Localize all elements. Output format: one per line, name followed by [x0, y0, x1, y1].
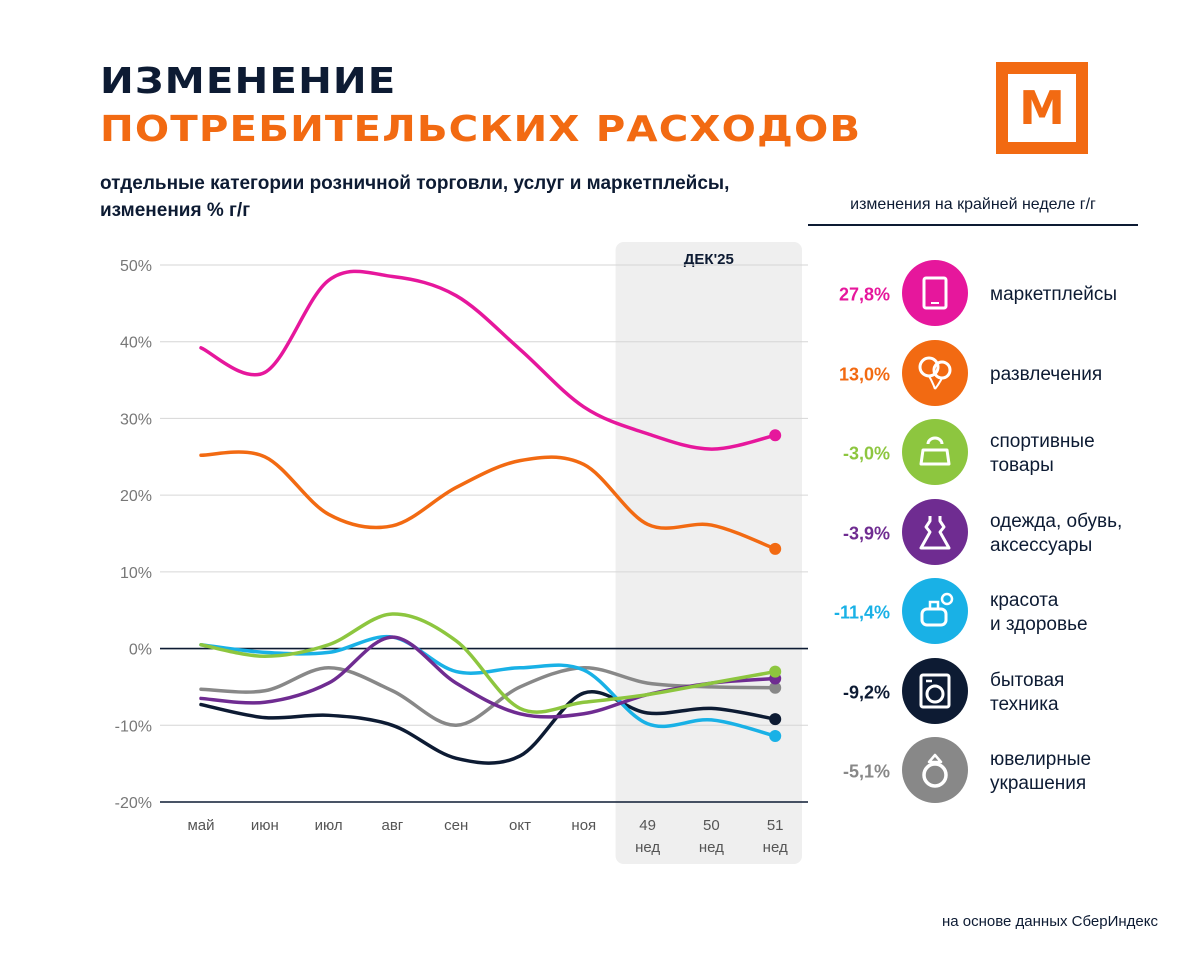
source-note: на основе данных СберИндекс [941, 913, 1158, 930]
x-tick-label: окт [509, 817, 531, 834]
legend-label: одежда, обувь, аксессуары [990, 510, 1123, 556]
legend-label: спортивные товары [990, 431, 1095, 476]
dress-icon [902, 498, 968, 565]
x-tick-label: авг [382, 817, 404, 834]
y-tick-label: -20% [115, 795, 152, 812]
logo-letter: М [1008, 74, 1076, 142]
legend-item: 27,8% маркетплейсы [800, 260, 1170, 330]
legend-label: красота и здоровье [990, 590, 1088, 635]
title-line-1: ИЗМЕНЕНИЕ [100, 61, 397, 102]
series-end-point [769, 730, 782, 743]
perfume-icon [902, 578, 968, 644]
legend-item: -3,0% спортивные товары [800, 419, 1170, 489]
highlight-label: ДЕК'25 [684, 251, 734, 268]
legend-value: 13,0% [838, 364, 890, 384]
legend-value: -3,0% [842, 443, 890, 464]
brand-logo: М [996, 62, 1088, 154]
series-end-point [769, 681, 782, 694]
legend-label: бытовая техника [990, 669, 1065, 715]
legend-item: -5,1% ювелирные украшения [800, 737, 1170, 807]
legend-header: изменения на крайней неделе г/г [808, 196, 1138, 226]
legend-label: развлечения [990, 363, 1103, 385]
series-line [199, 665, 777, 728]
y-tick-label: -10% [115, 718, 152, 735]
legend-item: -3,9% одежда, обувь, аксессуары [800, 498, 1170, 569]
title-line-2: ПОТРЕБИТЕЛЬСКИХ РАСХОДОВ [100, 109, 862, 150]
x-tick-label: 50 нед [699, 817, 724, 856]
legend-label: ювелирные украшения [990, 749, 1092, 794]
x-tick-label: май [187, 817, 214, 834]
legend-value: -3,9% [842, 523, 890, 543]
legend-value: 27,8% [838, 284, 890, 305]
series-line [199, 269, 777, 451]
series-line [199, 612, 777, 714]
y-tick-label: 20% [120, 488, 152, 505]
y-tick-label: 30% [120, 411, 152, 428]
series-end-point [769, 542, 782, 555]
y-tick-label: 0% [129, 642, 152, 659]
series-end-point [769, 665, 782, 678]
y-tick-label: 40% [120, 335, 152, 352]
x-tick-label: июл [315, 817, 343, 834]
series-line [199, 450, 777, 551]
x-tick-label: сен [444, 817, 468, 834]
legend-value: -5,1% [842, 761, 890, 782]
legend-item: -9,2% бытовая техника [800, 657, 1170, 728]
highlight-band [615, 242, 802, 864]
x-tick-label: 49 нед [635, 817, 660, 856]
subtitle: отдельные категории розничной торговли, … [100, 173, 730, 221]
legend-label: маркетплейсы [990, 284, 1118, 305]
ring-icon [902, 737, 968, 803]
tablet-icon [902, 260, 968, 326]
series-line [199, 690, 777, 765]
x-tick-label: июн [251, 817, 279, 834]
legend-item: 13,0% развлечения [800, 339, 1170, 410]
series-end-point [769, 713, 782, 726]
y-tick-label: 50% [120, 258, 152, 275]
series-end-point [769, 429, 782, 442]
x-tick-label: 51 нед [763, 817, 788, 856]
legend-value: -9,2% [842, 682, 890, 702]
washing-machine-icon [902, 657, 968, 724]
kettlebell-icon [902, 419, 968, 485]
x-tick-label: ноя [571, 817, 596, 834]
legend-value: -11,4% [833, 602, 890, 623]
legend-item: -11,4% красота и здоровье [800, 578, 1170, 648]
balloons-icon [902, 339, 968, 406]
y-tick-label: 10% [120, 565, 152, 582]
